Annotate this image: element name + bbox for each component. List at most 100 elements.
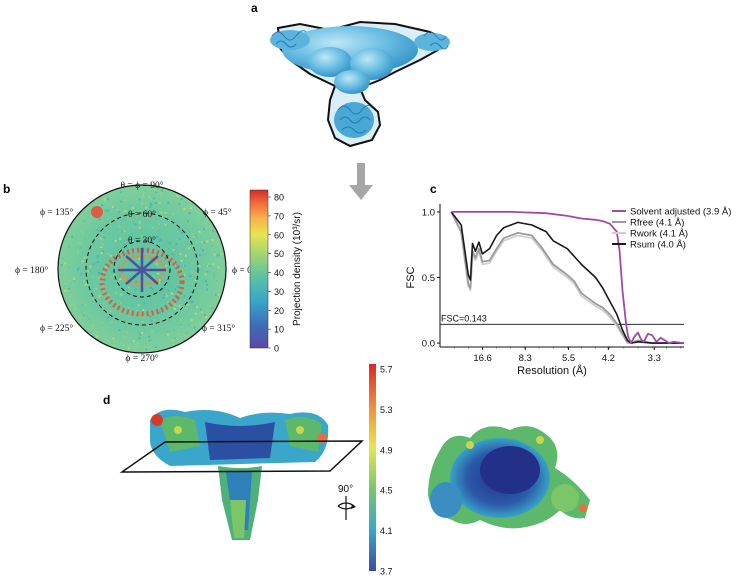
density-speckle-dot: [92, 263, 95, 266]
fsc-x-tick-label: 3.3: [648, 353, 661, 364]
density-speckle-dot: [211, 244, 214, 247]
local-resolution-tick-label: 4.9: [380, 445, 393, 455]
density-speckle-dot: [143, 302, 146, 305]
density-speckle-dot: [142, 256, 145, 259]
density-speckle-dot: [150, 202, 152, 205]
density-speckle-dot: [118, 225, 121, 228]
density-speckle-dot: [92, 324, 95, 327]
density-speckle-dot: [112, 240, 115, 243]
density-speckle-dot: [170, 285, 173, 288]
density-speckle-dot: [163, 294, 166, 297]
density-speckle-dot: [110, 321, 113, 324]
density-speckle-dot: [222, 279, 225, 282]
density-speckle-dot: [79, 246, 82, 249]
density-speckle-dot: [191, 262, 194, 265]
density-speckle-dot: [142, 190, 145, 193]
density-speckle-dot: [183, 294, 186, 297]
density-speckle-dot: [176, 263, 179, 266]
density-speckle-dot: [171, 338, 174, 341]
density-speckle-dot: [192, 236, 195, 239]
density-speckle-dot: [119, 277, 122, 280]
density-speckle-dot: [119, 191, 122, 193]
density-speckle-dot: [159, 238, 162, 241]
density-speckle-dot: [148, 313, 150, 316]
density-speckle-dot: [127, 306, 130, 309]
density-speckle-dot: [199, 309, 202, 312]
density-speckle-dot: [185, 201, 187, 204]
density-speckle-dot: [213, 276, 216, 279]
density-speckle-dot: [141, 202, 144, 205]
angle-theta-phi-90: θ = ϕ = 90°: [120, 180, 163, 191]
rotation-label: 90°: [338, 484, 353, 495]
density-speckle-dot: [211, 239, 214, 241]
density-speckle-dot: [107, 294, 110, 297]
density-speckle-dot: [68, 287, 70, 290]
density-speckle-dot: [194, 304, 197, 307]
density-speckle-dot: [158, 223, 160, 225]
density-speckle-dot: [80, 311, 83, 314]
density-speckle-dot: [73, 277, 75, 280]
density-speckle-dot: [131, 241, 134, 243]
density-speckle-dot: [190, 291, 193, 294]
density-speckle-dot: [173, 337, 176, 340]
density-speckle-dot: [123, 199, 126, 202]
density-speckle-dot: [92, 275, 95, 278]
density-speckle-dot: [199, 269, 202, 271]
density-speckle-dot: [146, 220, 149, 223]
density-speckle-dot: [151, 198, 153, 201]
density-speckle-dot: [173, 308, 176, 311]
fsc-x-axis-label: Resolution (Å): [517, 364, 587, 377]
density-speckle-dot: [64, 262, 67, 265]
density-speckle-dot: [148, 335, 151, 338]
density-speckle-dot: [120, 200, 123, 203]
density-speckle-dot: [138, 337, 141, 339]
density-speckle-dot: [60, 264, 63, 267]
panel-a-letter: a: [251, 1, 258, 15]
density-speckle-dot: [179, 253, 182, 256]
density-speckle-dot: [127, 216, 129, 219]
density-speckle-dot: [197, 262, 200, 265]
density-speckle-dot: [161, 293, 164, 296]
angle-phi-225: ϕ = 225°: [40, 323, 73, 334]
density-speckle-dot: [206, 240, 209, 243]
density-speckle-dot: [100, 310, 103, 313]
density-speckle-dot: [160, 211, 163, 214]
density-speckle-dot: [149, 220, 151, 223]
density-speckle-dot: [109, 309, 112, 312]
density-speckle-dot: [161, 189, 163, 192]
density-speckle-dot: [119, 301, 122, 304]
local-resolution-tick-label: 3.7: [380, 567, 393, 577]
density-speckle-dot: [142, 309, 145, 312]
density-speckle-dot: [63, 269, 66, 272]
density-speckle-dot: [149, 339, 152, 342]
density-speckle-dot: [187, 303, 190, 306]
density-speckle-dot: [155, 262, 158, 265]
density-speckle-dot: [98, 277, 101, 280]
density-speckle-dot: [158, 281, 161, 284]
density-speckle-dot: [212, 230, 215, 233]
density-speckle-dot: [121, 230, 124, 233]
density-speckle-dot: [175, 243, 178, 246]
density-speckle-dot: [138, 198, 141, 201]
local-resolution-tick-label: 4.5: [380, 486, 393, 496]
density-speckle-dot: [84, 283, 87, 286]
density-speckle-dot: [145, 348, 148, 351]
density-speckle-dot: [126, 331, 128, 334]
density-speckle-dot: [175, 300, 178, 303]
density-speckle-dot: [167, 289, 170, 292]
density-speckle-dot: [180, 231, 183, 234]
density-speckle-dot: [68, 266, 71, 269]
panel-d-letter: d: [103, 393, 110, 407]
density-speckle-dot: [176, 273, 179, 275]
density-speckle-dot: [205, 316, 207, 319]
density-speckle-dot: [112, 337, 115, 340]
density-colorbar-title: Projection density (10³/sr): [292, 212, 303, 326]
density-speckle-dot: [178, 203, 181, 206]
density-speckle-dot: [74, 307, 77, 310]
density-speckle-dot: [155, 223, 158, 226]
density-speckle-dot: [81, 260, 84, 263]
density-speckle-dot: [127, 291, 130, 294]
density-speckle-dot: [223, 270, 226, 273]
density-speckle-dot: [123, 257, 126, 260]
fsc-x-tick-label: 16.6: [473, 353, 492, 364]
